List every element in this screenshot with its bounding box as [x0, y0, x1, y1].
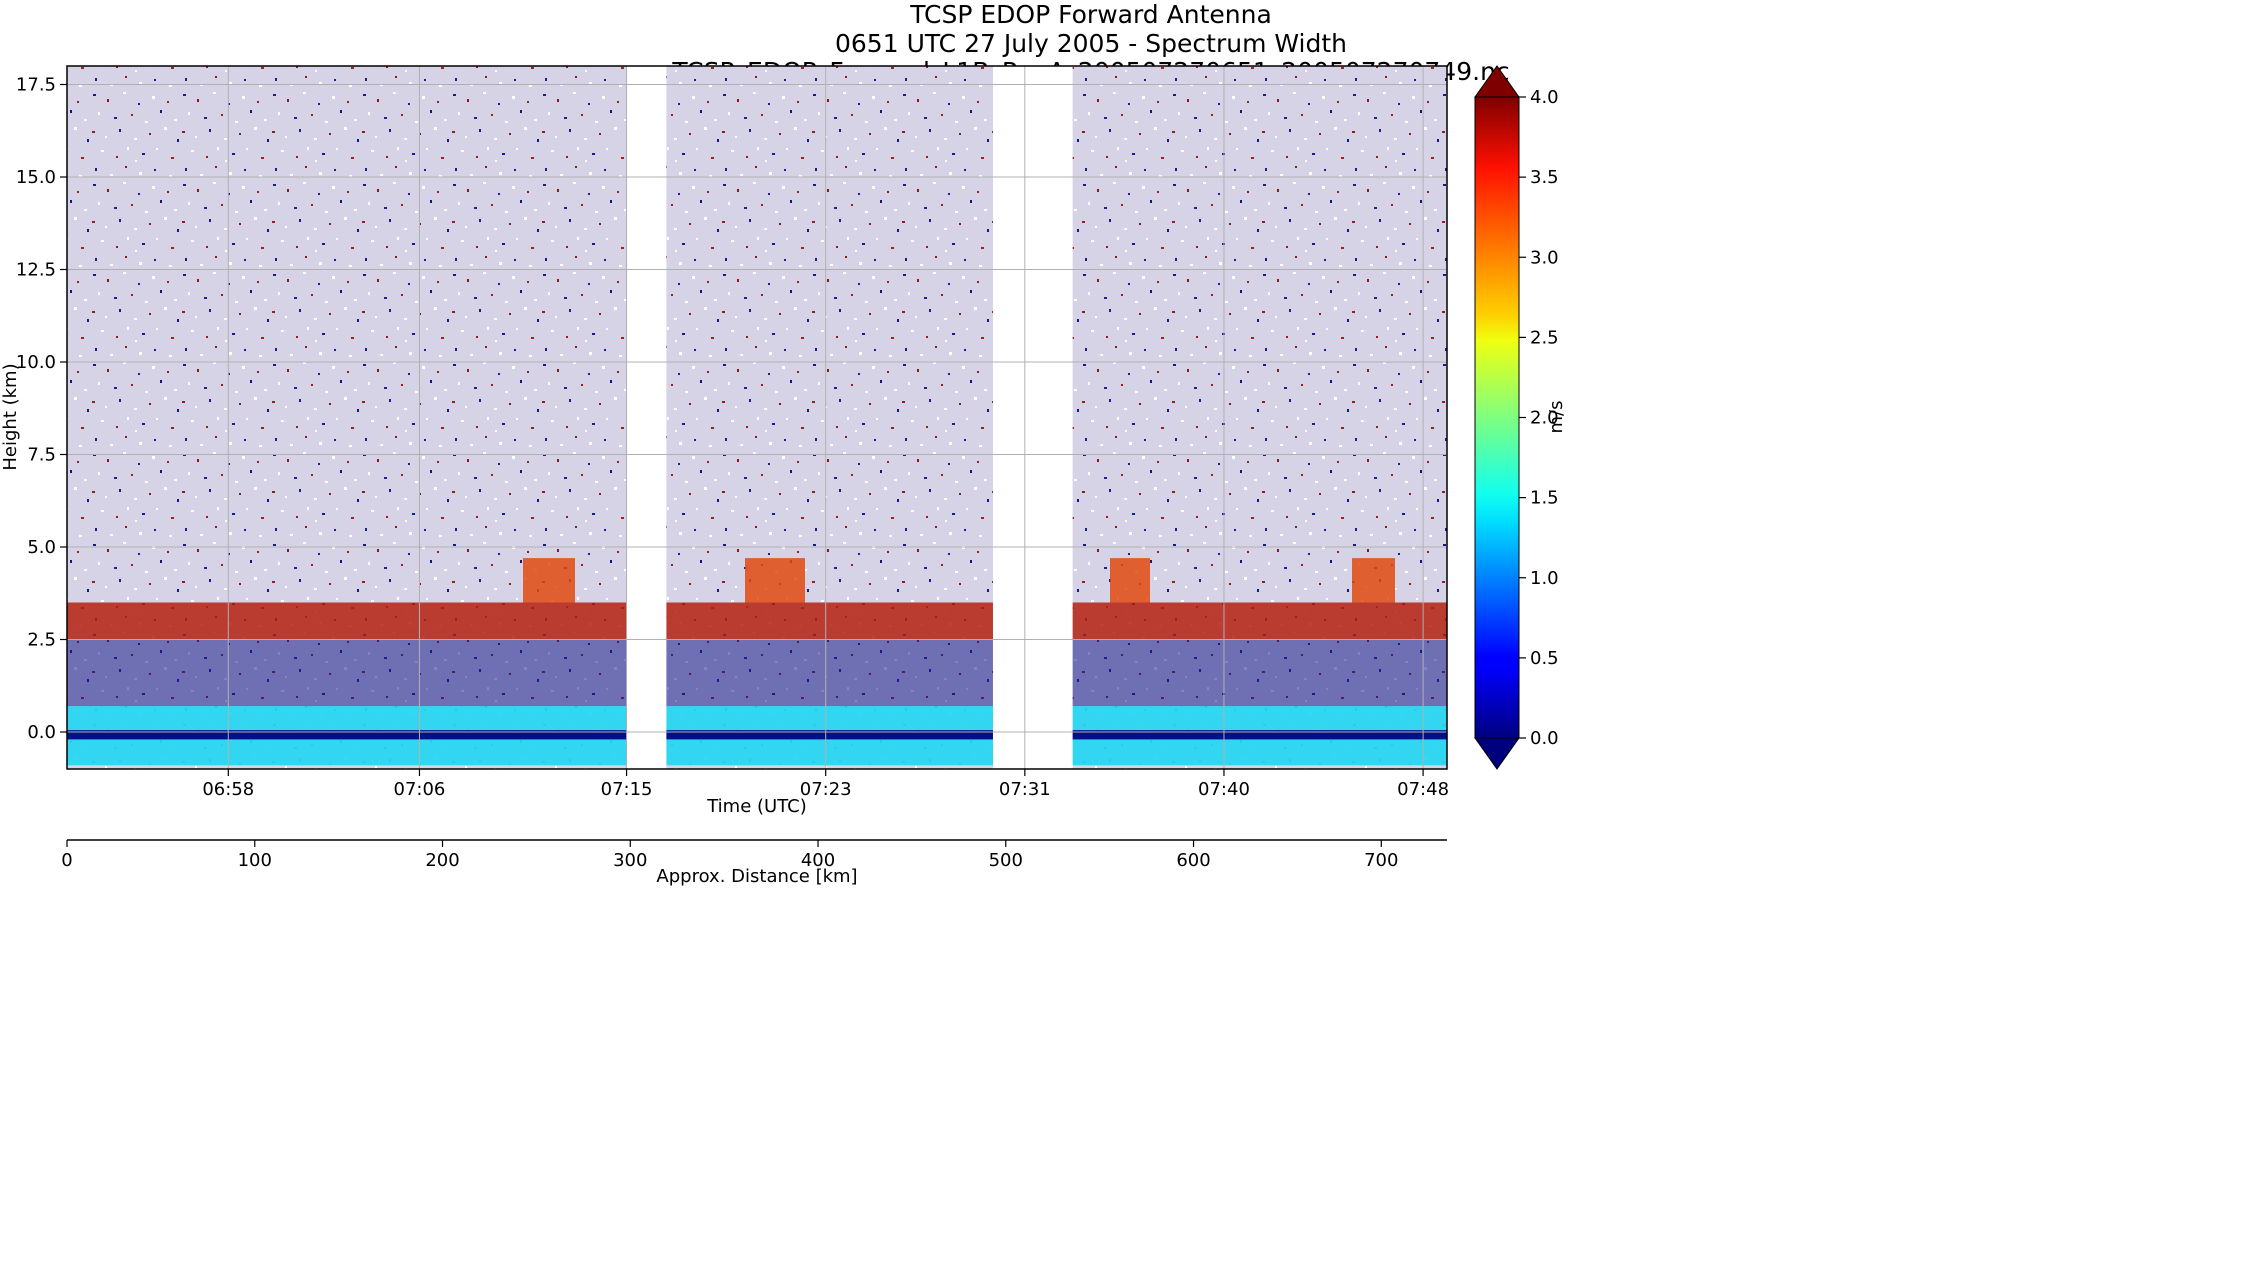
x-tick-label: 06:58 [202, 779, 254, 800]
colorbar-tick-label: 1.0 [1530, 568, 1559, 589]
convective-top [745, 558, 805, 603]
y-tick-label: 15.0 [16, 167, 56, 188]
y-tick-label: 7.5 [27, 445, 56, 466]
colorbar-label: m/s [1546, 401, 1567, 434]
grid-horizontal [67, 84, 1447, 733]
colorbar-gradient [1474, 96, 1520, 739]
chart-title: TCSP EDOP Forward Antenna [910, 0, 1272, 29]
colorbar-tick-label: 2.0 [1530, 408, 1559, 429]
colorbar-tick-label: 4.0 [1530, 87, 1559, 108]
distance-tick-label: 100 [238, 850, 272, 871]
data-gap [626, 66, 667, 769]
x-tick-label: 07:23 [800, 779, 852, 800]
x-tick-label: 07:15 [601, 779, 653, 800]
colorbar-extend-min [1474, 737, 1520, 770]
y-tick-label: 0.0 [27, 722, 56, 743]
distance-tick-label: 300 [613, 850, 647, 871]
colorbar-tick-label: 3.5 [1530, 167, 1559, 188]
plot-frame [66, 65, 1448, 770]
x-tick-label: 07:48 [1397, 779, 1449, 800]
distance-tick-label: 400 [801, 850, 835, 871]
colorbar-tick-label: 1.5 [1530, 488, 1559, 509]
chart-subtitle: 0651 UTC 27 July 2005 - Spectrum Width [835, 29, 1347, 58]
distance-tick-label: 600 [1176, 850, 1210, 871]
y-axis: 0.0 2.5 5.0 7.5 10.0 12.5 15.0 17.5 [16, 75, 67, 743]
y-tick-label: 12.5 [16, 260, 56, 281]
colorbar-extend-max [1474, 65, 1520, 98]
y-axis-label: Height (km) [0, 363, 21, 470]
plot-area [66, 65, 1448, 770]
y-tick-label: 5.0 [27, 537, 56, 558]
lower-echo-layer [67, 639, 1447, 707]
surface-echo-core [67, 730, 1447, 740]
x-axis-time: 06:58 07:06 07:15 07:23 07:31 07:40 07:48 [202, 769, 1449, 800]
data-bands [67, 558, 1447, 766]
colorbar-tick-label: 2.5 [1530, 327, 1559, 348]
distance-axis-label: Approx. Distance [km] [656, 866, 857, 887]
distance-tick-label: 200 [425, 850, 459, 871]
x-tick-label: 07:40 [1198, 779, 1250, 800]
distance-tick-label: 700 [1364, 850, 1398, 871]
grid-vertical [227, 66, 1424, 769]
colorbar-tick-label: 0.5 [1530, 648, 1559, 669]
colorbar-tick-label: 0.0 [1530, 728, 1559, 749]
data-gap [992, 66, 1073, 769]
y-tick-label: 10.0 [16, 352, 56, 373]
colorbar: 0.0 0.5 1.0 1.5 2.0 2.5 3.0 3.5 4.0 [1474, 65, 1559, 770]
melting-layer-band [67, 602, 1447, 640]
x-axis-label: Time (UTC) [706, 796, 807, 817]
x-tick-label: 07:06 [394, 779, 446, 800]
x-tick-label: 07:31 [999, 779, 1051, 800]
distance-tick-label: 500 [989, 850, 1023, 871]
x-axis-distance: 0 100 200 300 400 500 600 700 [61, 839, 1447, 871]
y-tick-label: 17.5 [16, 75, 56, 96]
convective-top [523, 558, 575, 603]
y-tick-label: 2.5 [27, 630, 56, 651]
colorbar-tick-label: 3.0 [1530, 247, 1559, 268]
convective-top [1110, 558, 1150, 603]
data-gaps [626, 66, 1073, 769]
distance-tick-label: 0 [61, 850, 72, 871]
convective-top [1352, 558, 1395, 603]
